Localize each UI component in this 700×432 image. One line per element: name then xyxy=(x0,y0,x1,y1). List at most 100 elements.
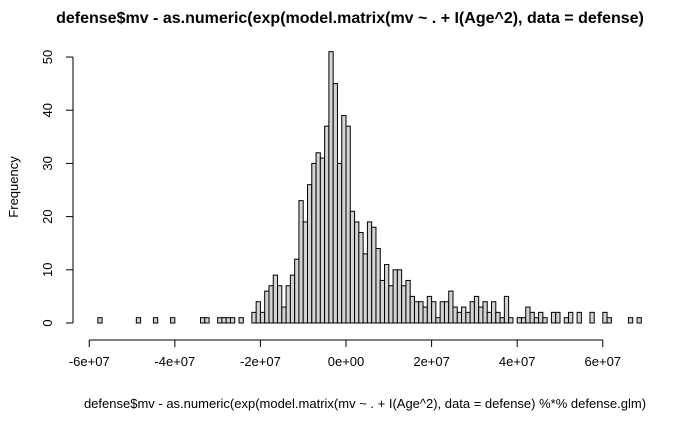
bar xyxy=(486,311,493,324)
bar xyxy=(328,51,334,324)
y-tick-label: 30 xyxy=(40,156,55,170)
bar xyxy=(152,317,159,324)
bar xyxy=(229,317,236,324)
bar xyxy=(315,152,321,324)
bar xyxy=(324,125,330,324)
bar xyxy=(306,184,313,324)
bar xyxy=(478,306,484,324)
bar xyxy=(533,317,540,324)
bar xyxy=(542,317,548,324)
bar xyxy=(482,301,488,324)
bar xyxy=(538,311,544,324)
x-tick-label: 0e+00 xyxy=(328,354,365,369)
bar xyxy=(520,317,527,324)
bar xyxy=(413,301,420,324)
x-tick-label: -4e+07 xyxy=(154,354,195,369)
bar xyxy=(332,83,338,324)
bar xyxy=(401,285,407,324)
bar xyxy=(388,285,394,324)
bar xyxy=(225,317,231,324)
x-tick-label: 2e+07 xyxy=(413,354,450,369)
bar xyxy=(405,279,411,324)
bar xyxy=(294,258,300,324)
bar xyxy=(508,317,514,324)
bar xyxy=(555,311,561,324)
bar xyxy=(298,200,304,324)
bar xyxy=(602,311,608,324)
bar xyxy=(251,311,257,324)
bar xyxy=(259,311,266,324)
bar xyxy=(302,221,308,324)
bar xyxy=(371,226,377,324)
bar xyxy=(516,317,522,324)
bar xyxy=(589,311,595,324)
bar xyxy=(529,311,535,324)
bar xyxy=(606,317,612,324)
bar xyxy=(491,301,497,324)
bar xyxy=(563,317,570,324)
bar xyxy=(503,295,510,324)
bar xyxy=(289,274,296,324)
bar xyxy=(627,317,634,324)
bar xyxy=(550,311,557,324)
x-tick-label: -6e+07 xyxy=(69,354,110,369)
bar xyxy=(170,317,176,324)
y-tick-label: 40 xyxy=(40,103,55,117)
bar xyxy=(473,295,480,324)
x-tick-label: -2e+07 xyxy=(240,354,281,369)
bar xyxy=(221,317,227,324)
bar xyxy=(636,317,642,324)
bar xyxy=(354,221,360,324)
bar xyxy=(264,290,270,324)
bar xyxy=(396,269,403,324)
bar xyxy=(495,311,501,324)
bar xyxy=(204,317,210,324)
bar xyxy=(469,301,475,324)
y-tick-label: 10 xyxy=(40,263,55,277)
bar xyxy=(422,306,428,324)
bar xyxy=(255,301,261,324)
bar xyxy=(345,125,351,324)
bar xyxy=(461,306,467,324)
bar xyxy=(336,162,343,324)
bar xyxy=(465,311,471,324)
bar xyxy=(311,162,317,324)
bar xyxy=(268,285,274,324)
bar xyxy=(272,274,279,324)
bar xyxy=(217,317,223,324)
x-tick-label: 6e+07 xyxy=(585,354,622,369)
bar xyxy=(409,295,415,324)
bar xyxy=(379,279,386,324)
bar xyxy=(384,263,390,324)
bar xyxy=(97,317,103,324)
bar xyxy=(135,317,142,324)
bar xyxy=(358,232,364,324)
bar xyxy=(366,221,373,324)
x-tick-label: 4e+07 xyxy=(499,354,536,369)
bar xyxy=(200,317,206,324)
y-tick-label: 0 xyxy=(40,319,55,326)
bar xyxy=(499,317,505,324)
bar xyxy=(277,285,283,324)
bar xyxy=(319,157,326,324)
bar xyxy=(362,253,368,324)
bar xyxy=(375,248,381,324)
bar xyxy=(349,210,356,324)
bar xyxy=(448,290,454,324)
bar xyxy=(525,306,531,324)
chart-title: defense$mv - as.numeric(exp(model.matrix… xyxy=(56,10,644,27)
bar xyxy=(341,115,347,324)
bar xyxy=(452,306,458,324)
bar xyxy=(285,285,291,324)
bar xyxy=(281,306,287,324)
bar xyxy=(439,301,445,324)
y-tick-label: 20 xyxy=(40,209,55,223)
bar xyxy=(426,295,433,324)
bar xyxy=(443,301,450,324)
y-tick-label: 50 xyxy=(40,50,55,64)
bar xyxy=(238,317,244,324)
bar xyxy=(431,301,437,324)
y-axis-label: Frequency xyxy=(6,156,21,218)
bar xyxy=(568,311,574,324)
